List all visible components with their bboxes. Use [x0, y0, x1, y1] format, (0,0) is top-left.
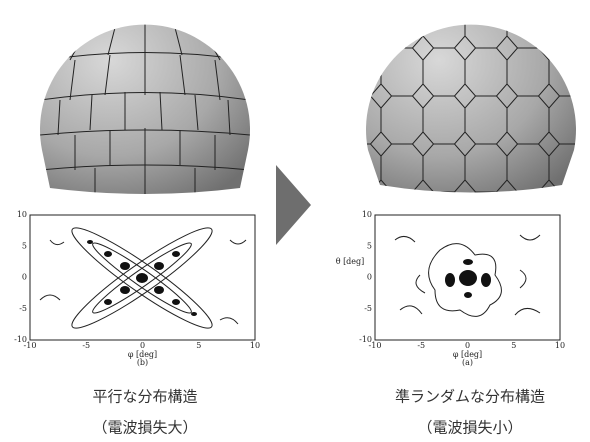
radome-random — [366, 24, 576, 193]
y-tick-label: 0 — [367, 273, 372, 282]
x-tick-label: 10 — [250, 341, 260, 350]
y-tick-label: 5 — [22, 241, 27, 250]
x-tick-label: 10 — [555, 341, 565, 350]
y-tick-label: 5 — [367, 241, 372, 250]
contour-plot-left — [29, 214, 256, 341]
caption: 平行な分布構造 — [92, 388, 197, 406]
x-tick-label: -5 — [417, 341, 425, 350]
plot-label: (b) — [137, 358, 148, 367]
x-tick-label: -5 — [82, 341, 90, 350]
y-tick-label: -5 — [19, 304, 27, 313]
caption-note: （電波損失大） — [92, 419, 197, 437]
caption-note: （電波損失小） — [417, 419, 522, 437]
x-axis-label: φ [deg] — [453, 350, 482, 359]
y-tick-label: -5 — [364, 304, 372, 313]
y-tick-label: 0 — [22, 273, 27, 282]
x-tick-label: 5 — [511, 341, 516, 350]
y-axis-label: θ [deg] — [336, 257, 365, 266]
y-tick-label: -10 — [14, 335, 27, 344]
x-tick-label: 5 — [196, 341, 201, 350]
x-tick-label: -10 — [369, 341, 382, 350]
x-tick-label: -10 — [24, 341, 37, 350]
caption: 準ランダムな分布構造 — [395, 388, 545, 406]
y-tick-label: 10 — [17, 210, 27, 219]
x-tick-label: 0 — [140, 341, 145, 350]
contour-plot-right — [374, 214, 561, 341]
arrow — [276, 165, 311, 245]
y-tick-label: -10 — [359, 335, 372, 344]
y-tick-label: 10 — [362, 210, 372, 219]
plot-label: (a) — [462, 358, 473, 367]
x-tick-label: 0 — [465, 341, 470, 350]
radome-parallel — [40, 24, 250, 194]
x-axis-label: φ [deg] — [128, 350, 157, 359]
